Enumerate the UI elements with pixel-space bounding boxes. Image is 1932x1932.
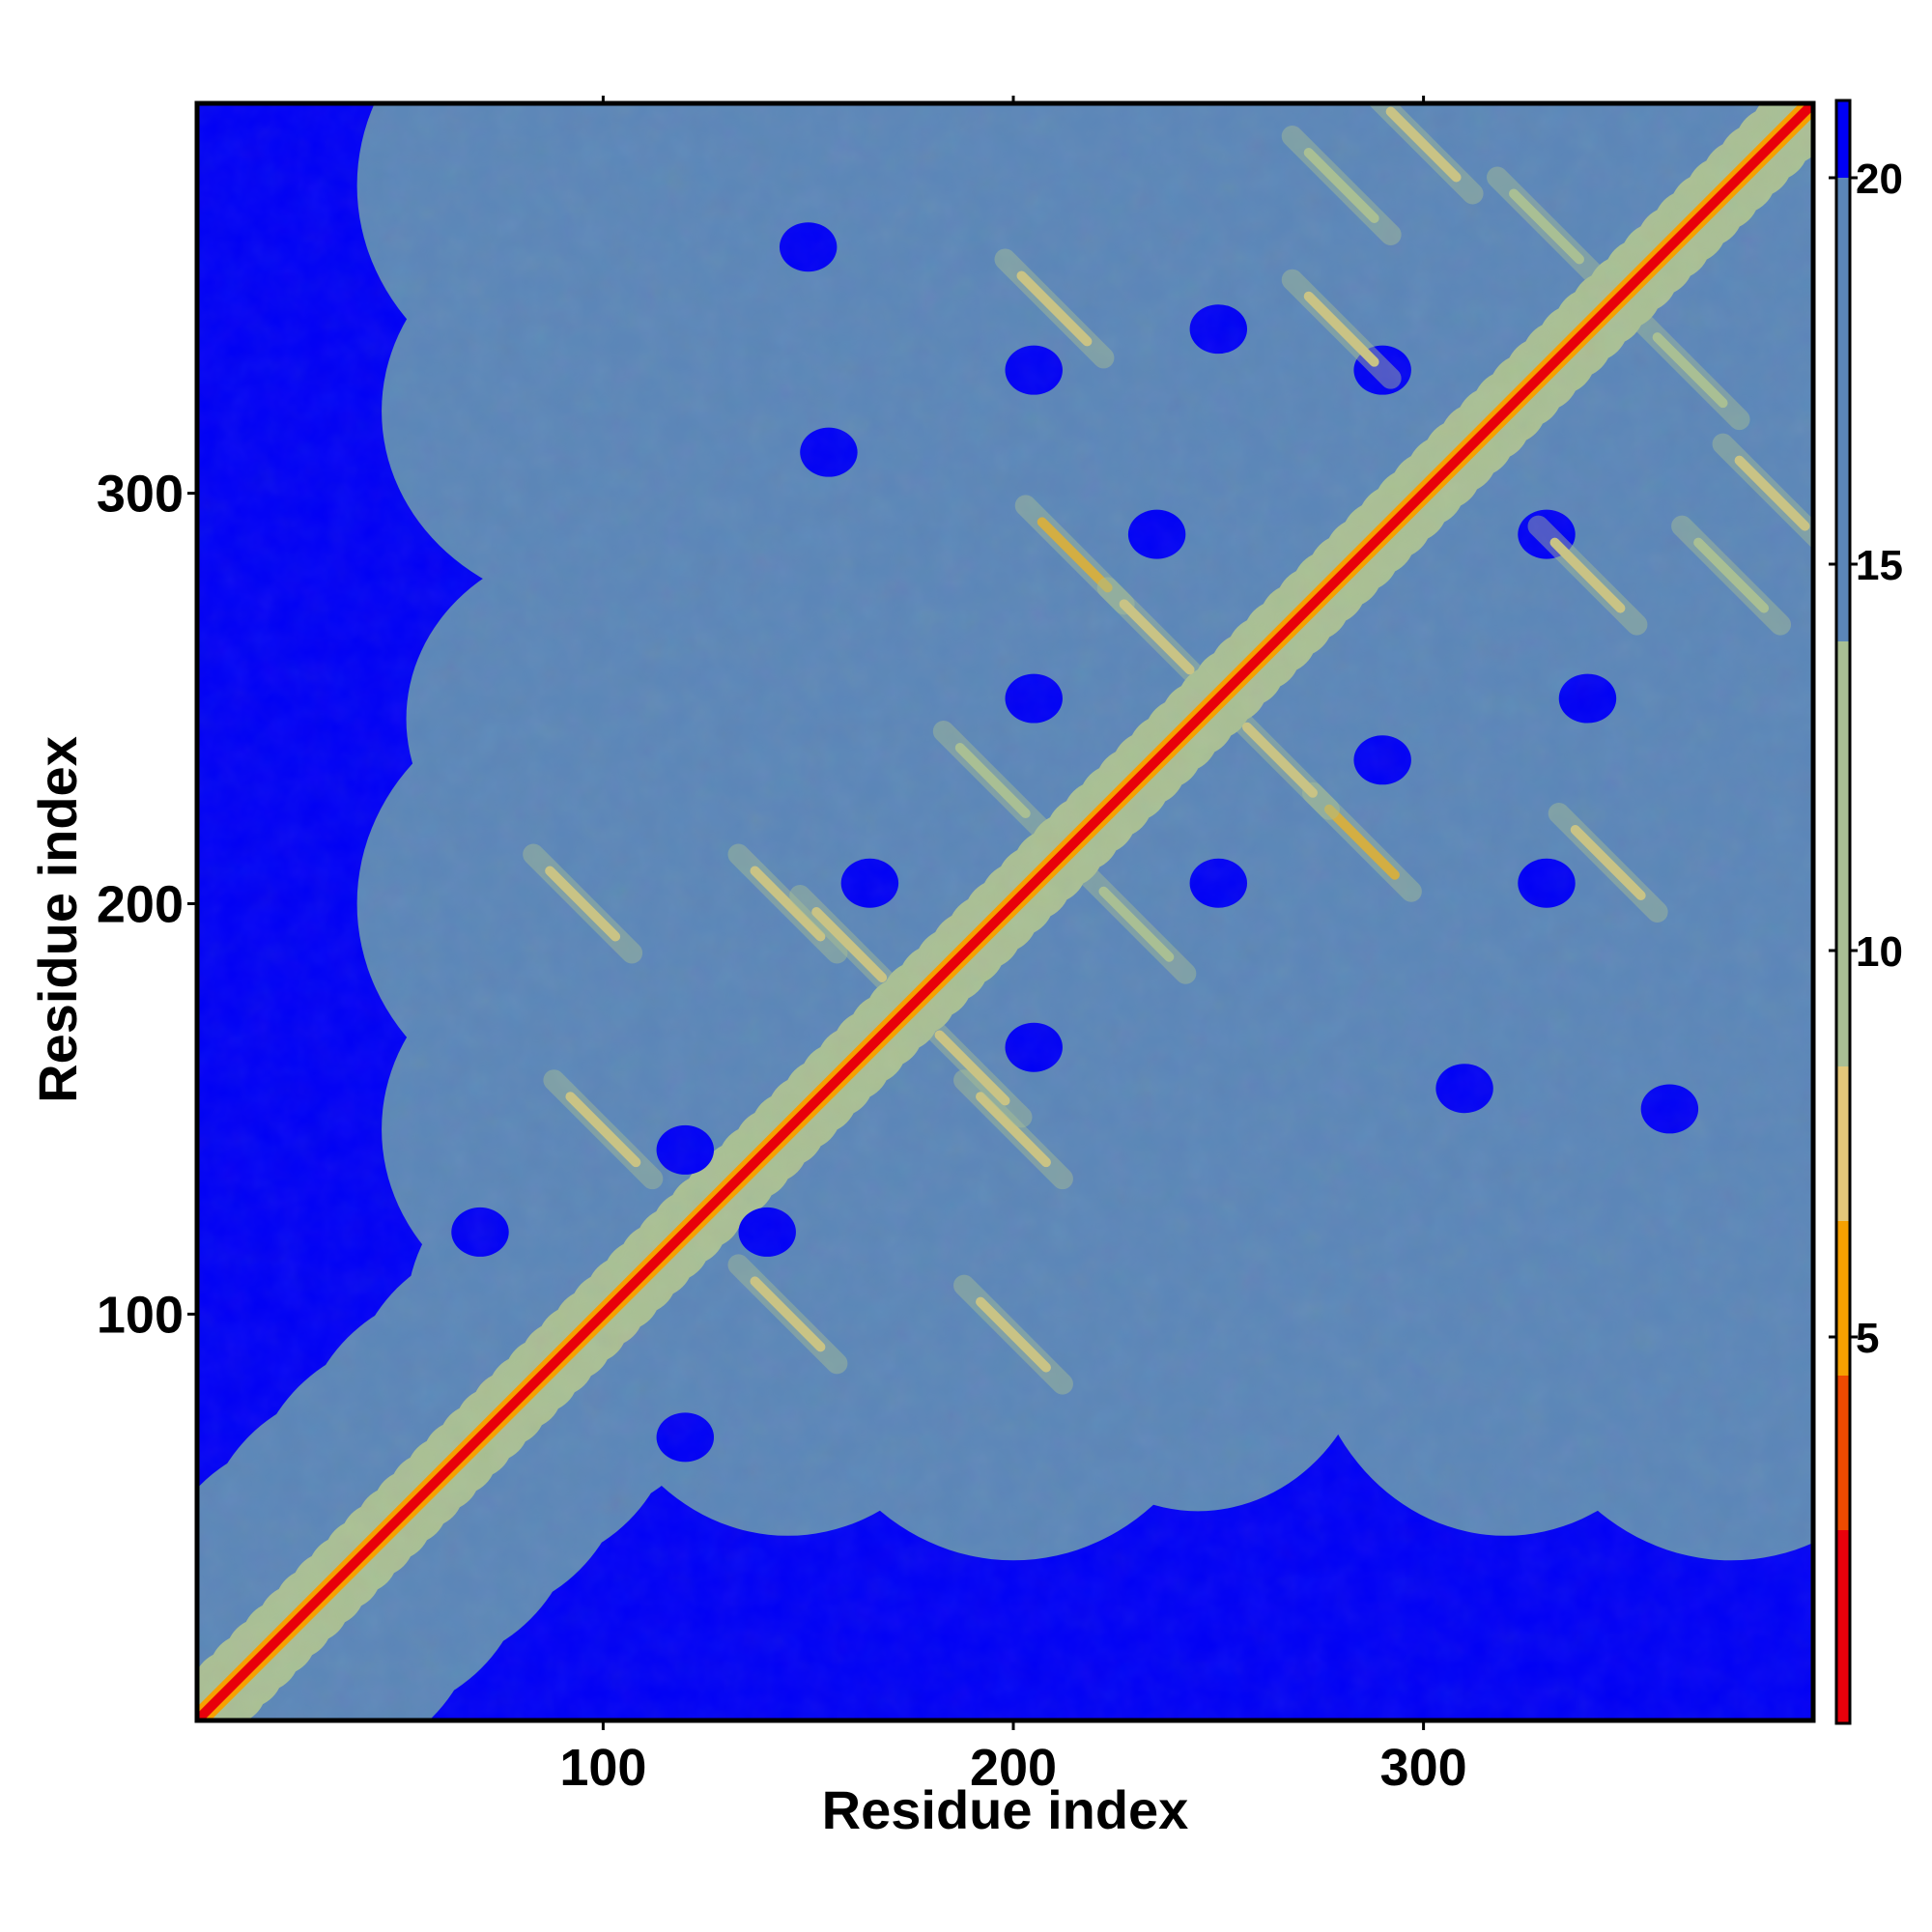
heatmap-contacts (523, 103, 1813, 1395)
contact-mark (1303, 291, 1379, 367)
contact-mark (565, 1092, 641, 1168)
contact-mark (976, 1092, 1051, 1168)
contact-halo (1014, 495, 1135, 615)
contact-mark (1037, 517, 1113, 593)
contact-mark (750, 1276, 826, 1352)
y-axis-title: Residue index (27, 736, 88, 1103)
colorbar-tick-label: 10 (1856, 928, 1903, 976)
colorbar-band (1836, 641, 1850, 1066)
colorbar-band (1836, 1221, 1850, 1376)
contact-mark (1016, 270, 1093, 347)
colorbar-tick-label: 5 (1856, 1315, 1879, 1362)
colorbar-band (1836, 1376, 1850, 1530)
contact-mark (1509, 188, 1584, 265)
contact-mark (1385, 106, 1462, 183)
contact-halo (1301, 781, 1422, 902)
colorbar-tick-label: 20 (1856, 156, 1903, 203)
contact-halo (1527, 515, 1648, 636)
contact-halo (1281, 269, 1402, 389)
contact-mark (1242, 722, 1318, 798)
diagonal-line (197, 103, 1813, 1720)
contact-halo (1548, 803, 1668, 923)
x-tick-label: 200 (970, 1739, 1057, 1797)
contact-mark (976, 1296, 1051, 1373)
contact-mark (1098, 886, 1175, 962)
contact-halo (932, 721, 1053, 841)
contact-mark (954, 743, 1031, 819)
contact-halo (727, 843, 848, 964)
contact-mark (1323, 804, 1400, 880)
contact-halo (1367, 103, 1484, 205)
contact-halo (953, 1069, 1073, 1190)
colorbar-tick-label: 15 (1856, 542, 1903, 589)
contact-halo (543, 1069, 664, 1190)
contact-mark (811, 907, 888, 982)
contact-halo (727, 1254, 848, 1375)
contact-halo (1096, 577, 1217, 697)
contact-mark (750, 866, 826, 942)
contact-mark (1734, 455, 1810, 531)
y-tick-label: 300 (97, 466, 184, 524)
x-axis-title: Residue index (822, 1779, 1189, 1840)
heatmap-diagonal (197, 103, 1813, 1720)
contact-halo (994, 248, 1115, 369)
contact-halo (1281, 125, 1402, 245)
x-tick-label: 300 (1380, 1739, 1467, 1797)
contact-halo (912, 1008, 1033, 1128)
plot-frame (194, 100, 1816, 1723)
colorbar-band (1836, 100, 1850, 178)
contact-mark (1693, 537, 1770, 613)
x-tick-label: 100 (559, 1739, 646, 1797)
colorbar-band (1836, 1066, 1850, 1221)
contact-halo (1076, 864, 1197, 984)
contact-halo (953, 1274, 1073, 1395)
contact-halo (523, 843, 643, 964)
y-axis: 100 200 300 (97, 466, 197, 1344)
contact-mark (545, 866, 621, 942)
contact-mark (1119, 599, 1195, 675)
contact-mark (1549, 537, 1626, 613)
heatmap-plot-area (197, 103, 1813, 1720)
contact-halo (1220, 699, 1340, 820)
contact-mark (1570, 825, 1646, 901)
colorbar-band (1836, 178, 1850, 641)
contact-halo (1671, 515, 1792, 636)
contact-mark (1303, 147, 1379, 223)
contact-mark (934, 1030, 1010, 1106)
contact-halo (1487, 166, 1606, 287)
contact-halo (789, 885, 910, 1005)
colorbar-band (1836, 1530, 1850, 1723)
contact-mark (1652, 332, 1728, 409)
contact-halo (1630, 310, 1750, 431)
colorbar: 5 10 15 20 (1829, 99, 1903, 1725)
contact-halo (1712, 433, 1813, 550)
colorbar-frame (1834, 99, 1852, 1725)
x-axis: 100 200 300 (559, 96, 1467, 1797)
y-tick-label: 200 (97, 876, 184, 934)
y-tick-label: 100 (97, 1286, 184, 1344)
